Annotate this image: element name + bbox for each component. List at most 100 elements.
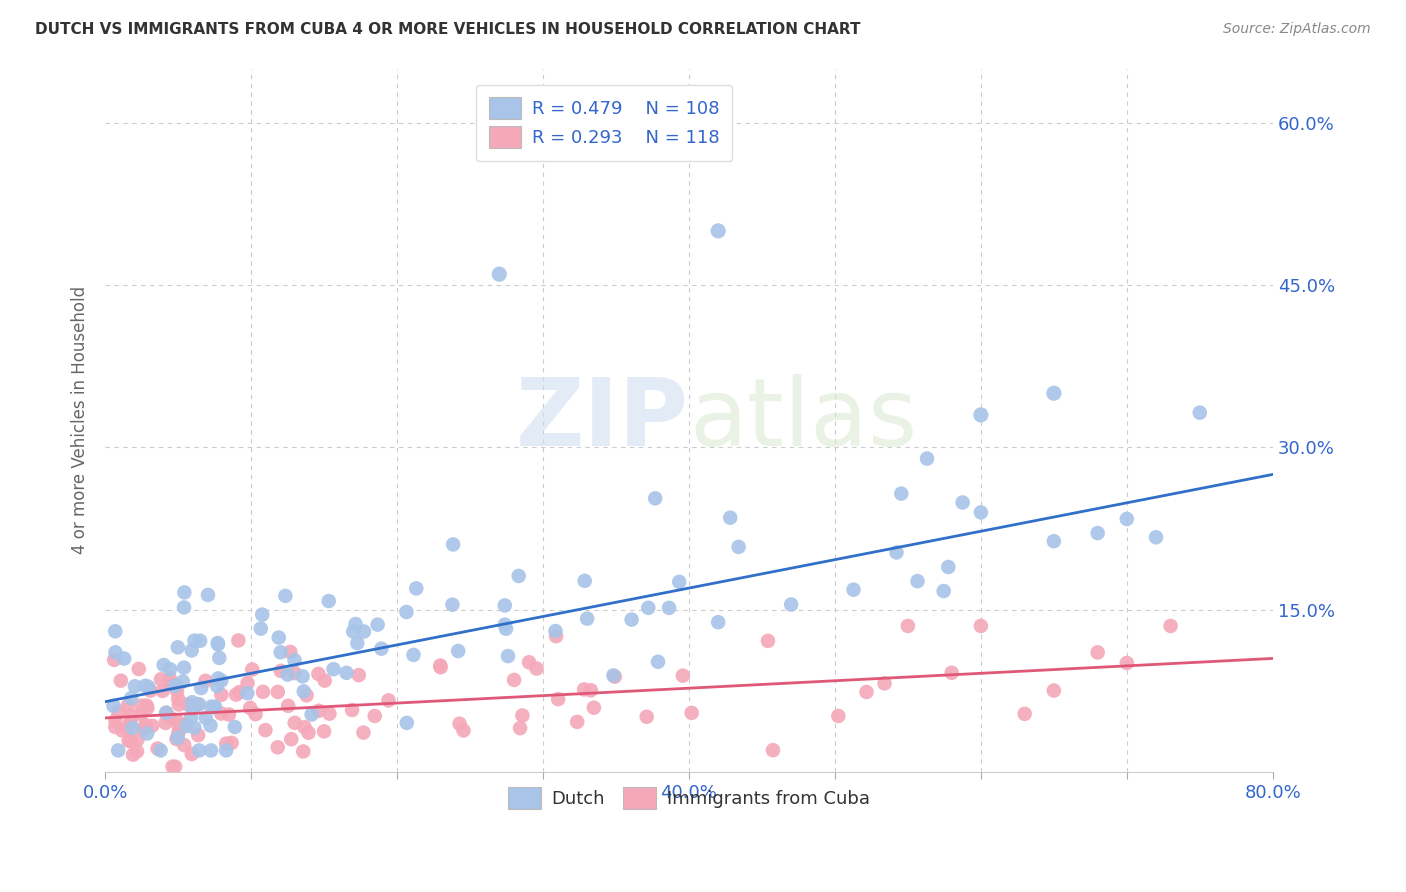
Point	[1087, 645, 1109, 659]
Point	[104, 624, 127, 639]
Point	[508, 569, 530, 583]
Point	[1160, 619, 1182, 633]
Point	[335, 665, 357, 680]
Point	[441, 537, 464, 551]
Point	[367, 617, 389, 632]
Point	[1043, 534, 1066, 549]
Point	[135, 698, 157, 713]
Point	[129, 707, 152, 722]
Point	[1087, 526, 1109, 541]
Point	[146, 741, 169, 756]
Point	[1115, 656, 1137, 670]
Point	[200, 699, 222, 714]
Point	[204, 699, 226, 714]
Point	[512, 708, 534, 723]
Point	[402, 648, 425, 662]
Point	[136, 701, 159, 715]
Point	[278, 645, 301, 659]
Point	[727, 540, 749, 554]
Point	[294, 720, 316, 734]
Point	[312, 724, 335, 739]
Point	[163, 679, 186, 693]
Point	[104, 645, 127, 659]
Point	[283, 653, 305, 667]
Point	[494, 617, 516, 632]
Point	[252, 685, 274, 699]
Point	[194, 673, 217, 688]
Point	[301, 707, 323, 722]
Point	[318, 706, 340, 721]
Point	[127, 732, 149, 747]
Text: Source: ZipAtlas.com: Source: ZipAtlas.com	[1223, 22, 1371, 37]
Point	[176, 698, 198, 712]
Point	[637, 600, 659, 615]
Point	[120, 691, 142, 706]
Point	[121, 721, 143, 735]
Point	[152, 684, 174, 698]
Point	[603, 670, 626, 684]
Point	[166, 732, 188, 747]
Point	[395, 605, 418, 619]
Text: DUTCH VS IMMIGRANTS FROM CUBA 4 OR MORE VEHICLES IN HOUSEHOLD CORRELATION CHART: DUTCH VS IMMIGRANTS FROM CUBA 4 OR MORE …	[35, 22, 860, 37]
Point	[166, 679, 188, 693]
Point	[307, 666, 329, 681]
Text: ZIP: ZIP	[516, 375, 689, 467]
Point	[187, 728, 209, 742]
Point	[239, 701, 262, 715]
Point	[200, 743, 222, 757]
Point	[447, 644, 470, 658]
Point	[602, 668, 624, 682]
Point	[915, 451, 938, 466]
Point	[173, 738, 195, 752]
Point	[546, 629, 568, 643]
Point	[395, 715, 418, 730]
Point	[236, 686, 259, 700]
Point	[221, 736, 243, 750]
Point	[277, 698, 299, 713]
Point	[277, 667, 299, 681]
Point	[346, 636, 368, 650]
Point	[104, 720, 127, 734]
Point	[620, 613, 643, 627]
Legend: Dutch, Immigrants from Cuba: Dutch, Immigrants from Cuba	[501, 780, 877, 816]
Point	[202, 700, 225, 714]
Point	[180, 710, 202, 724]
Point	[128, 662, 150, 676]
Point	[347, 668, 370, 682]
Point	[970, 408, 993, 422]
Point	[342, 624, 364, 639]
Point	[932, 584, 955, 599]
Point	[208, 651, 231, 665]
Point	[274, 589, 297, 603]
Point	[132, 722, 155, 736]
Point	[1115, 512, 1137, 526]
Point	[707, 615, 730, 630]
Point	[647, 655, 669, 669]
Point	[526, 661, 548, 675]
Point	[270, 664, 292, 678]
Point	[718, 510, 741, 524]
Point	[1014, 706, 1036, 721]
Point	[353, 624, 375, 639]
Point	[270, 645, 292, 659]
Point	[224, 720, 246, 734]
Point	[131, 698, 153, 713]
Point	[449, 716, 471, 731]
Point	[352, 725, 374, 739]
Point	[181, 702, 204, 716]
Point	[429, 658, 451, 673]
Point	[120, 714, 142, 729]
Point	[190, 681, 212, 695]
Point	[240, 663, 263, 677]
Point	[517, 655, 540, 669]
Point	[188, 633, 211, 648]
Point	[104, 714, 127, 728]
Point	[183, 633, 205, 648]
Point	[117, 720, 139, 734]
Point	[756, 633, 779, 648]
Point	[495, 622, 517, 636]
Point	[579, 683, 602, 698]
Point	[1188, 406, 1211, 420]
Point	[155, 715, 177, 730]
Point	[167, 691, 190, 706]
